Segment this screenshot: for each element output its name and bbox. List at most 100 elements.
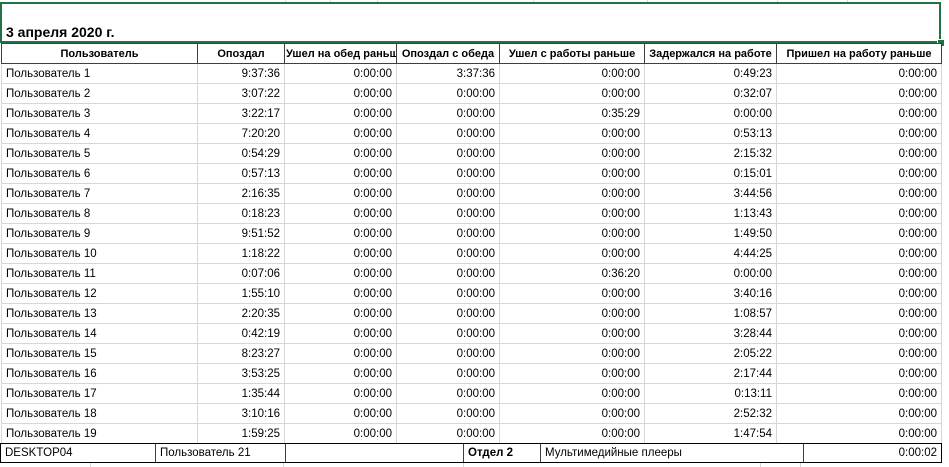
- left-work-early-cell[interactable]: 0:00:00: [499, 343, 645, 364]
- user-cell[interactable]: Пользователь 9: [1, 223, 198, 244]
- left-lunch-early-cell[interactable]: 0:00:00: [284, 63, 397, 84]
- late-from-lunch-cell[interactable]: 0:00:00: [396, 423, 500, 444]
- late-from-lunch-cell[interactable]: 0:00:00: [396, 363, 500, 384]
- left-work-early-cell[interactable]: 0:00:00: [499, 403, 645, 424]
- user-cell[interactable]: Пользователь 4: [1, 123, 198, 144]
- stayed-late-cell[interactable]: 3:40:16: [644, 283, 777, 304]
- stayed-late-cell[interactable]: 0:53:13: [644, 123, 777, 144]
- user-cell[interactable]: Пользователь 10: [1, 243, 198, 264]
- left-lunch-early-cell[interactable]: 0:00:00: [284, 103, 397, 124]
- user-cell[interactable]: Пользователь 2: [1, 83, 198, 104]
- left-lunch-early-cell[interactable]: 0:00:00: [284, 183, 397, 204]
- user-cell[interactable]: Пользователь 14: [1, 323, 198, 344]
- user-cell[interactable]: Пользователь 19: [1, 423, 198, 444]
- late-from-lunch-cell[interactable]: 0:00:00: [396, 263, 500, 284]
- stayed-late-cell[interactable]: 3:28:44: [644, 323, 777, 344]
- stayed-late-cell[interactable]: 1:47:54: [644, 423, 777, 444]
- user-cell[interactable]: Пользователь 17: [1, 383, 198, 404]
- user-cell[interactable]: Пользователь 3: [1, 103, 198, 124]
- user-cell[interactable]: Пользователь 12: [1, 283, 198, 304]
- late-cell[interactable]: 3:10:16: [197, 403, 285, 424]
- late-cell[interactable]: 0:07:06: [197, 263, 285, 284]
- arrived-early-cell[interactable]: 0:00:00: [776, 63, 942, 84]
- left-lunch-early-cell[interactable]: 0:00:00: [284, 243, 397, 264]
- arrived-early-cell[interactable]: 0:00:00: [776, 163, 942, 184]
- arrived-early-cell[interactable]: 0:00:00: [776, 263, 942, 284]
- arrived-early-cell[interactable]: 0:00:00: [776, 363, 942, 384]
- user-cell[interactable]: Пользователь 7: [1, 183, 198, 204]
- left-work-early-cell[interactable]: 0:00:00: [499, 283, 645, 304]
- left-lunch-early-cell[interactable]: 0:00:00: [284, 423, 397, 444]
- late-cell[interactable]: 9:37:36: [197, 63, 285, 84]
- late-cell[interactable]: 0:42:19: [197, 323, 285, 344]
- stayed-late-cell[interactable]: 4:44:25: [644, 243, 777, 264]
- left-lunch-early-cell[interactable]: 0:00:00: [284, 323, 397, 344]
- late-cell[interactable]: 3:07:22: [197, 83, 285, 104]
- late-from-lunch-cell[interactable]: 0:00:00: [396, 183, 500, 204]
- left-lunch-early-cell[interactable]: 0:00:00: [284, 143, 397, 164]
- left-work-early-cell[interactable]: 0:00:00: [499, 423, 645, 444]
- late-cell[interactable]: 0:54:29: [197, 143, 285, 164]
- left-work-early-cell[interactable]: 0:00:00: [499, 223, 645, 244]
- late-cell[interactable]: 1:59:25: [197, 423, 285, 444]
- stayed-late-cell[interactable]: 2:52:32: [644, 403, 777, 424]
- stayed-late-cell[interactable]: 1:08:57: [644, 303, 777, 324]
- late-cell[interactable]: 8:23:27: [197, 343, 285, 364]
- stayed-late-cell[interactable]: 1:49:50: [644, 223, 777, 244]
- late-from-lunch-cell[interactable]: 0:00:00: [396, 123, 500, 144]
- late-from-lunch-cell[interactable]: 0:00:00: [396, 163, 500, 184]
- user-cell[interactable]: Пользователь 6: [1, 163, 198, 184]
- stayed-late-cell[interactable]: 2:05:22: [644, 343, 777, 364]
- left-lunch-early-cell[interactable]: 0:00:00: [284, 203, 397, 224]
- late-cell[interactable]: 7:20:20: [197, 123, 285, 144]
- left-lunch-early-cell[interactable]: 0:00:00: [284, 303, 397, 324]
- column-header-user[interactable]: Пользователь: [1, 43, 198, 64]
- left-work-early-cell[interactable]: 0:00:00: [499, 183, 645, 204]
- column-header-left-work-early[interactable]: Ушел с работы раньше: [499, 43, 645, 64]
- user-cell[interactable]: Пользователь 8: [1, 203, 198, 224]
- late-from-lunch-cell[interactable]: 0:00:00: [396, 83, 500, 104]
- late-from-lunch-cell[interactable]: 0:00:00: [396, 223, 500, 244]
- column-header-arrived-early[interactable]: Пришел на работу раньше: [776, 43, 942, 64]
- arrived-early-cell[interactable]: 0:00:00: [776, 143, 942, 164]
- left-work-early-cell[interactable]: 0:00:00: [499, 63, 645, 84]
- late-from-lunch-cell[interactable]: 3:37:36: [396, 63, 500, 84]
- stayed-late-cell[interactable]: 0:15:01: [644, 163, 777, 184]
- late-cell[interactable]: 3:53:25: [197, 363, 285, 384]
- column-header-late[interactable]: Опоздал: [197, 43, 285, 64]
- late-cell[interactable]: 2:16:35: [197, 183, 285, 204]
- left-work-early-cell[interactable]: 0:00:00: [499, 243, 645, 264]
- left-lunch-early-cell[interactable]: 0:00:00: [284, 363, 397, 384]
- left-work-early-cell[interactable]: 0:00:00: [499, 123, 645, 144]
- arrived-early-cell[interactable]: 0:00:00: [776, 383, 942, 404]
- late-from-lunch-cell[interactable]: 0:00:00: [396, 403, 500, 424]
- left-work-early-cell[interactable]: 0:00:00: [499, 83, 645, 104]
- stayed-late-cell[interactable]: 2:15:32: [644, 143, 777, 164]
- stayed-late-cell[interactable]: 0:00:00: [644, 263, 777, 284]
- stayed-late-cell[interactable]: 0:49:23: [644, 63, 777, 84]
- arrived-early-cell[interactable]: 0:00:00: [776, 223, 942, 244]
- late-cell[interactable]: 1:55:10: [197, 283, 285, 304]
- late-from-lunch-cell[interactable]: 0:00:00: [396, 203, 500, 224]
- summary-time-cell[interactable]: 0:00:02: [898, 447, 937, 459]
- arrived-early-cell[interactable]: 0:00:00: [776, 83, 942, 104]
- stayed-late-cell[interactable]: 2:17:44: [644, 363, 777, 384]
- left-lunch-early-cell[interactable]: 0:00:00: [284, 123, 397, 144]
- left-lunch-early-cell[interactable]: 0:00:00: [284, 403, 397, 424]
- arrived-early-cell[interactable]: 0:00:00: [776, 203, 942, 224]
- left-work-early-cell[interactable]: 0:35:29: [499, 103, 645, 124]
- left-work-early-cell[interactable]: 0:00:00: [499, 303, 645, 324]
- left-work-early-cell[interactable]: 0:00:00: [499, 323, 645, 344]
- stayed-late-cell[interactable]: 0:32:07: [644, 83, 777, 104]
- fill-handle[interactable]: [937, 39, 944, 46]
- arrived-early-cell[interactable]: 0:00:00: [776, 403, 942, 424]
- left-work-early-cell[interactable]: 0:00:00: [499, 383, 645, 404]
- arrived-early-cell[interactable]: 0:00:00: [776, 283, 942, 304]
- left-lunch-early-cell[interactable]: 0:00:00: [284, 343, 397, 364]
- left-lunch-early-cell[interactable]: 0:00:00: [284, 83, 397, 104]
- left-work-early-cell[interactable]: 0:36:20: [499, 263, 645, 284]
- arrived-early-cell[interactable]: 0:00:00: [776, 323, 942, 344]
- left-lunch-early-cell[interactable]: 0:00:00: [284, 383, 397, 404]
- arrived-early-cell[interactable]: 0:00:00: [776, 103, 942, 124]
- late-cell[interactable]: 0:57:13: [197, 163, 285, 184]
